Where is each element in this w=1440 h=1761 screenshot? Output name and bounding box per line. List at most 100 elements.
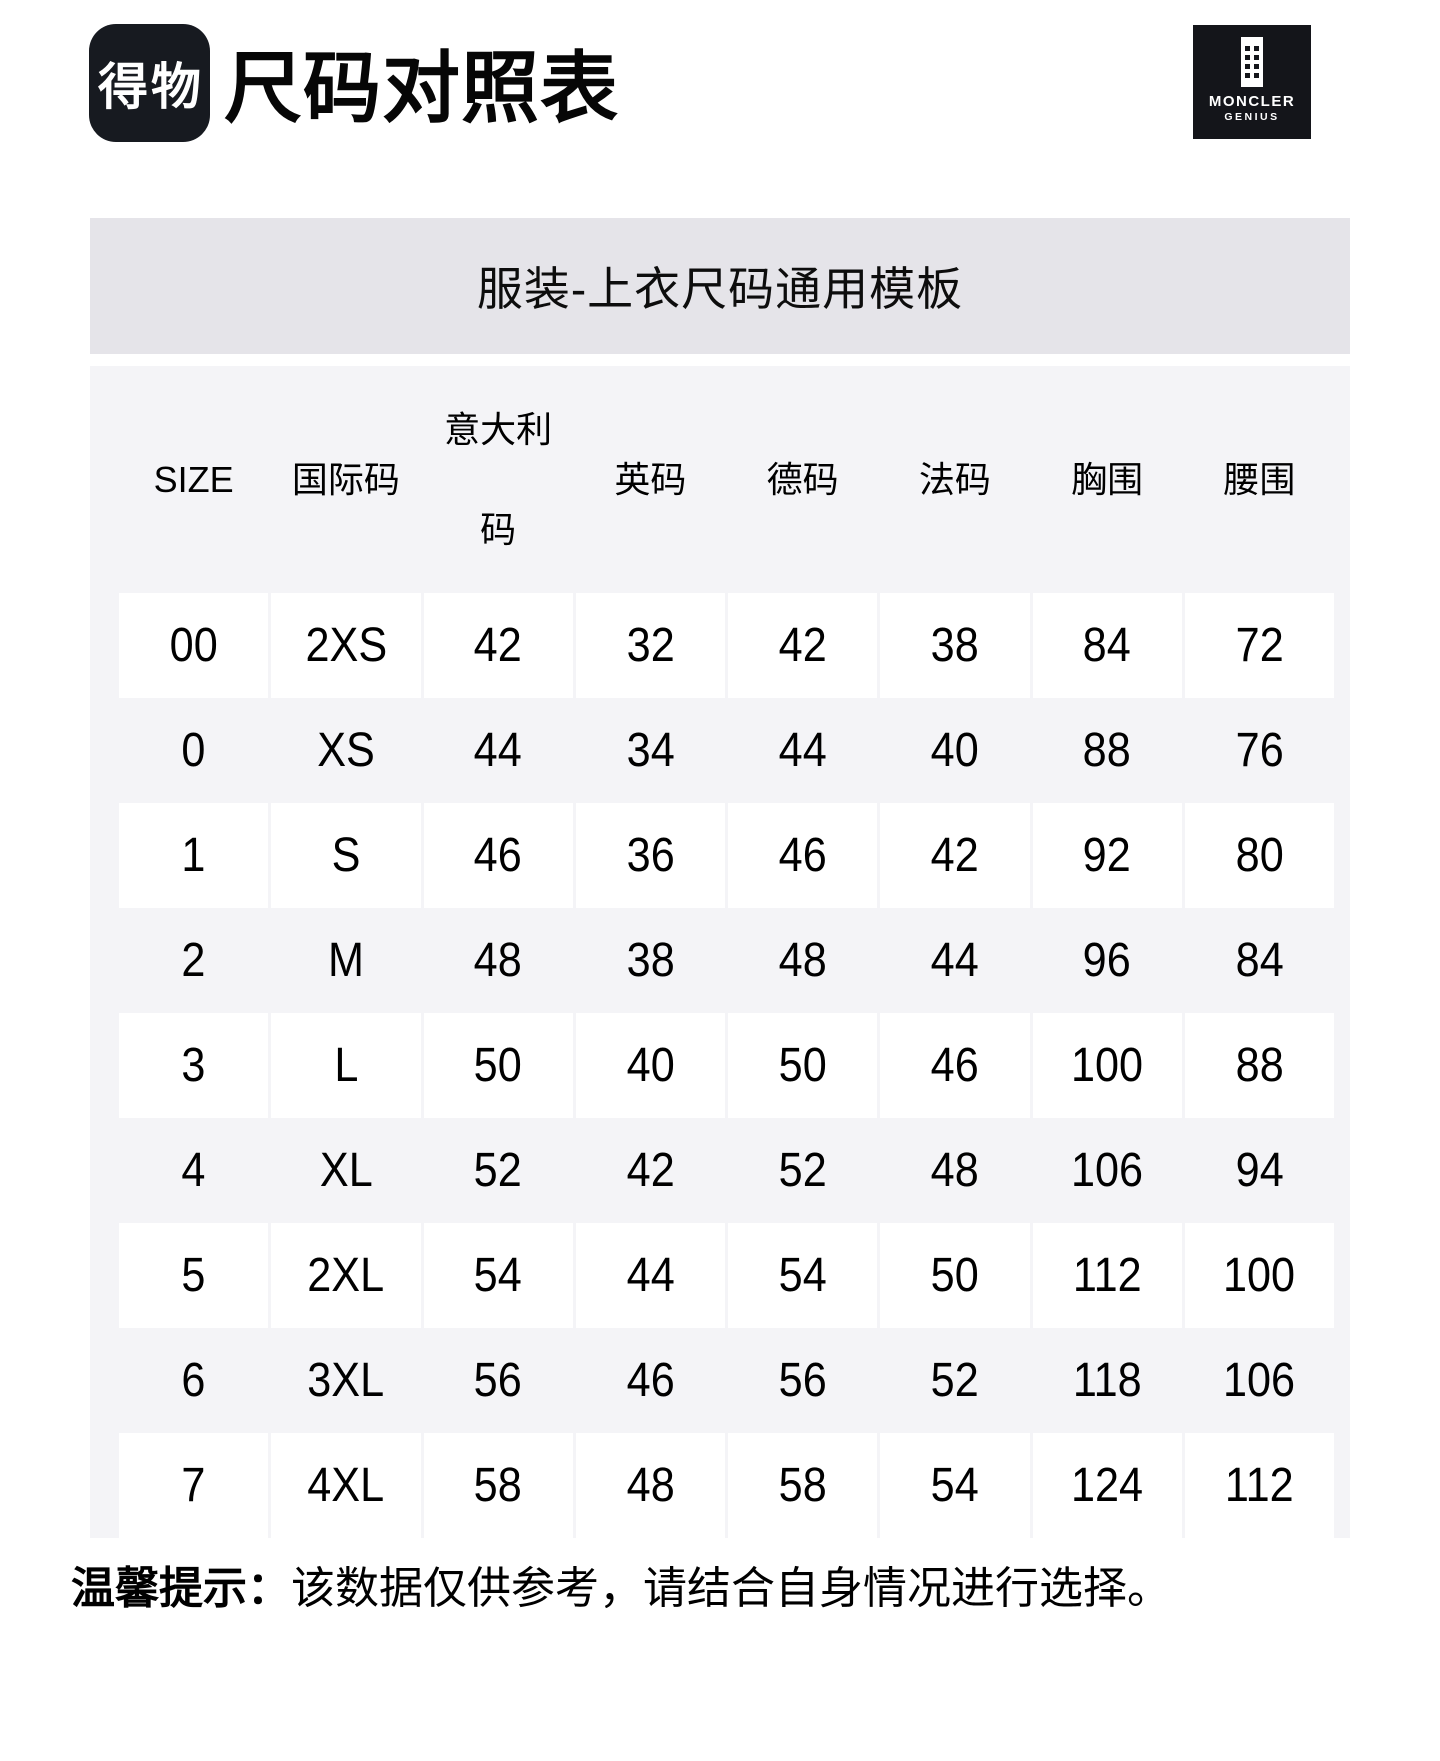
table-cell: 58 <box>728 1433 878 1538</box>
table-cell: 48 <box>575 1433 725 1538</box>
table-cell: 124 <box>1032 1433 1182 1538</box>
table-cell: XL <box>271 1118 420 1223</box>
column-header-label: 胸围 <box>1071 458 1144 500</box>
table-cell: 46 <box>880 1013 1030 1118</box>
table-cell-value: 48 <box>474 934 523 987</box>
table-cell-value: 48 <box>778 934 827 987</box>
table-cell-value: 54 <box>930 1459 979 1512</box>
column-header-label: 意大利码 <box>444 408 553 550</box>
table-row-5: 4 XL 52 42 52 48 106 94 <box>90 1118 1350 1223</box>
table-cell-value: 38 <box>626 934 675 987</box>
column-header-0: SIZE <box>119 366 268 593</box>
table-cell-value: 88 <box>1083 724 1132 777</box>
dewu-logo-text: 得物 <box>98 59 204 115</box>
table-cell: 42 <box>880 803 1030 908</box>
table-cell-value: 46 <box>778 829 827 882</box>
table-cell-value: 7 <box>181 1459 206 1512</box>
table-cell: 46 <box>423 803 573 908</box>
table-cell: 5 <box>119 1223 269 1328</box>
table-row-1: 0 XS 44 34 44 40 88 76 <box>90 698 1350 803</box>
table-cell-value: 112 <box>1224 1459 1294 1512</box>
table-cell-value: 44 <box>930 934 979 987</box>
page-title: 尺码对照表 <box>224 44 620 132</box>
column-header-label: 腰围 <box>1223 458 1296 500</box>
dewu-logo: 得物 <box>89 24 210 142</box>
column-header-6: 胸围 <box>1033 366 1182 593</box>
table-cell: 40 <box>575 1013 725 1118</box>
table-cell: 94 <box>1185 1118 1334 1223</box>
column-header-5: 法码 <box>880 366 1029 593</box>
table-cell-value: 112 <box>1072 1249 1142 1302</box>
table-cell-value: 4 <box>181 1144 206 1197</box>
table-cell-value: 94 <box>1235 1144 1284 1197</box>
banner-title: 服装-上衣尺码通用模板 <box>476 263 964 315</box>
column-header-label: 英码 <box>614 458 687 500</box>
table-cell: 48 <box>880 1118 1029 1223</box>
table-cell: 54 <box>423 1223 573 1328</box>
table-cell: 34 <box>576 698 725 803</box>
table-cell-value: 2XS <box>305 619 387 672</box>
table-cell-value: 46 <box>474 829 523 882</box>
table-row-4: 3 L 50 40 50 46 100 88 <box>90 1013 1350 1118</box>
column-header-2: 意大利码 <box>424 366 573 593</box>
table-cell: 88 <box>1033 698 1182 803</box>
table-cell-value: 72 <box>1235 619 1284 672</box>
table-row-7: 6 3XL 56 46 56 52 118 106 <box>90 1328 1350 1433</box>
table-cell-value: 1 <box>181 829 206 882</box>
table-cell: XS <box>271 698 420 803</box>
table-cell: 72 <box>1184 593 1334 698</box>
table-cell-value: 46 <box>930 1039 979 1092</box>
table-cell: 54 <box>880 1433 1030 1538</box>
table-cell: 100 <box>1032 1013 1182 1118</box>
table-cell: 0 <box>119 698 268 803</box>
moncler-brand-sub: GENIUS <box>1224 111 1280 123</box>
table-cell-value: 52 <box>930 1354 979 1407</box>
table-cell-value: 5 <box>181 1249 206 1302</box>
table-cell-value: 42 <box>626 1144 675 1197</box>
table-cell-value: 48 <box>626 1459 675 1512</box>
table-cell-value: 40 <box>626 1039 675 1092</box>
table-cell: 52 <box>424 1118 573 1223</box>
table-cell-value: 40 <box>930 724 979 777</box>
note-label: 温馨提示： <box>71 1564 291 1613</box>
table-cell-value: 0 <box>181 724 206 777</box>
table-cell-value: M <box>327 934 364 987</box>
column-header-7: 腰围 <box>1185 366 1334 593</box>
table-cell: 106 <box>1033 1118 1182 1223</box>
table-cell-value: 50 <box>474 1039 523 1092</box>
table-cell-value: 50 <box>930 1249 979 1302</box>
table-cell-value: 42 <box>930 829 979 882</box>
size-table: SIZE 国际码 意大利码 英码 德码 法码 胸围 腰围 00 2XS 42 32 42 38 84 72 0… <box>90 366 1350 1538</box>
table-cell: 46 <box>728 803 878 908</box>
table-cell-value: 106 <box>1223 1354 1296 1407</box>
table-cell: 48 <box>424 908 573 1013</box>
moncler-genius-logo: MONCLER GENIUS <box>1193 25 1311 139</box>
table-cell-value: 52 <box>778 1144 827 1197</box>
table-cell: 50 <box>880 1223 1030 1328</box>
table-cell-value: 58 <box>778 1459 827 1512</box>
table-cell: 106 <box>1185 1328 1334 1433</box>
table-cell: 84 <box>1185 908 1334 1013</box>
table-cell-value: 100 <box>1071 1039 1144 1092</box>
table-row-6: 5 2XL 54 44 54 50 112 100 <box>90 1223 1350 1328</box>
table-row-0: 00 2XS 42 32 42 38 84 72 <box>90 593 1350 698</box>
table-cell-value: XL <box>319 1144 373 1197</box>
table-cell: 88 <box>1184 1013 1334 1118</box>
table-cell-value: 56 <box>778 1354 827 1407</box>
table-cell-value: S <box>331 829 361 882</box>
table-cell: L <box>271 1013 421 1118</box>
table-cell: 112 <box>1184 1433 1334 1538</box>
table-cell-value: 3 <box>181 1039 206 1092</box>
table-cell-value: XS <box>317 724 375 777</box>
table-cell: 52 <box>728 1118 877 1223</box>
table-cell-value: 36 <box>626 829 675 882</box>
table-cell: 44 <box>880 908 1029 1013</box>
table-cell: 118 <box>1033 1328 1182 1433</box>
table-cell-value: 124 <box>1071 1459 1144 1512</box>
table-cell: 3 <box>119 1013 269 1118</box>
table-cell-value: L <box>333 1039 358 1092</box>
table-header-row: SIZE 国际码 意大利码 英码 德码 法码 胸围 腰围 <box>90 366 1350 593</box>
column-header-label: 德码 <box>766 458 839 500</box>
table-cell-value: 80 <box>1235 829 1284 882</box>
table-cell: 50 <box>728 1013 878 1118</box>
